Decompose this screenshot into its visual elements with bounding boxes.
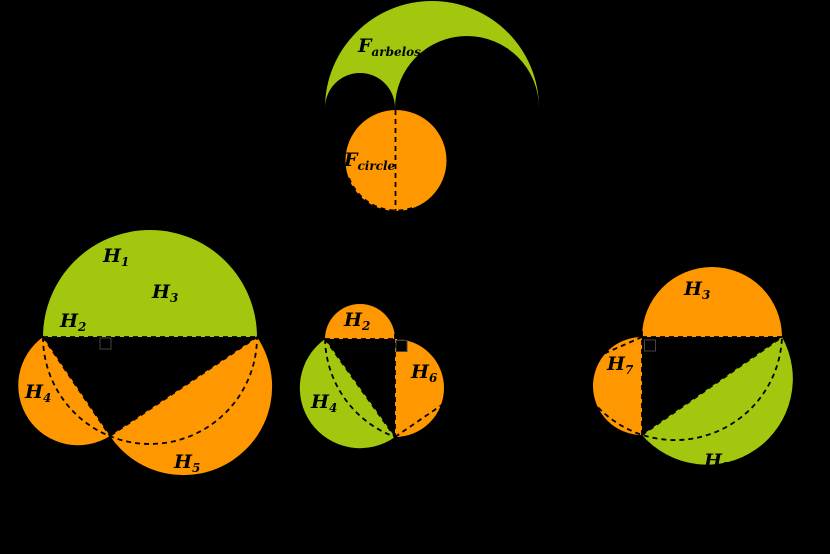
- label-h4: H4: [310, 391, 337, 415]
- label-h3: H3: [683, 278, 710, 302]
- big-circle-dashed-arc: [573, 336, 783, 441]
- chord-stub-dashed-line: [575, 336, 643, 367]
- decomposition-figure-middle: H2 H6 H4: [299, 304, 453, 449]
- label-h1: H1: [102, 245, 129, 269]
- half-disc-h4-shape: [299, 339, 395, 449]
- decomposition-figure-left: H1 H3 H2 H4 H5: [18, 230, 273, 476]
- hypotenuse-dashed-line: [324, 338, 396, 438]
- label-h7: H7: [606, 353, 634, 377]
- half-disc-h6-shape: [395, 339, 444, 437]
- equal-area-circle: [345, 110, 447, 211]
- label-h3: H3: [151, 281, 178, 305]
- chord-stub-dashed-line: [394, 397, 453, 438]
- decomposition-figure-right: H3 H7 H5: [573, 267, 793, 474]
- circle-outline-dashed-arc: [348, 177, 413, 212]
- half-disc-h4-shape: [18, 337, 110, 446]
- right-angle-marker: [395, 340, 408, 352]
- label-h4: H4: [24, 381, 51, 405]
- chord-bp-dashed-line: [109, 336, 258, 437]
- arbelos-figure: Farbelos Fcircle: [325, 1, 539, 212]
- right-angle-marker: [99, 337, 112, 350]
- arbelos-area-label: Farbelos: [357, 35, 421, 59]
- label-h5: H5: [173, 451, 200, 475]
- big-semicircle-shape: [43, 230, 257, 337]
- label-h2: H2: [343, 309, 370, 333]
- circle-area-label: Fcircle: [343, 149, 396, 173]
- label-h6: H6: [410, 361, 438, 385]
- semicircle-h2-shape: [325, 304, 395, 339]
- semicircle-h3-shape: [642, 267, 782, 337]
- half-disc-h5-shape: [110, 337, 273, 476]
- hypotenuse-dashed-line: [641, 336, 783, 436]
- chord-ap-dashed-line: [42, 336, 111, 437]
- label-h5: H5: [703, 450, 730, 474]
- right-angle-marker: [644, 339, 656, 352]
- half-disc-h7-shape: [593, 337, 642, 435]
- label-h2: H2: [59, 310, 86, 334]
- half-disc-h5-shape: [642, 337, 793, 465]
- arbelos-shape: [325, 1, 539, 108]
- big-circle-dashed-arc: [324, 338, 396, 438]
